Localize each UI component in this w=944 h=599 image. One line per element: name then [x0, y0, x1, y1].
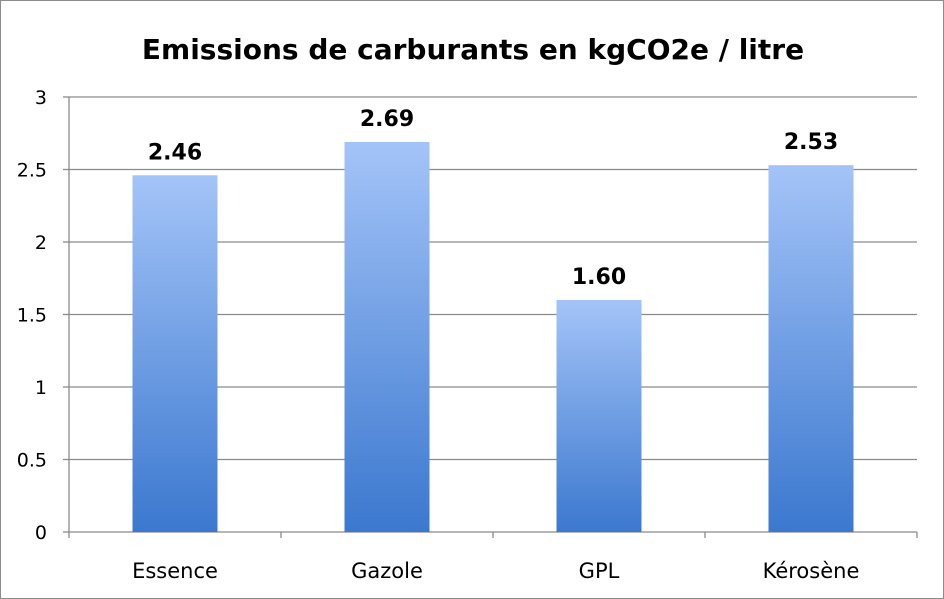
- data-label: 2.53: [784, 130, 838, 155]
- y-tick-label: 1.5: [17, 305, 47, 327]
- x-category-label: Essence: [132, 559, 218, 583]
- y-tick-label: 1: [35, 377, 47, 399]
- chart-title: Emissions de carburants en kgCO2e / litr…: [142, 33, 804, 66]
- bars: [132, 141, 854, 533]
- x-axis-categories: Essence Gazole GPL Kérosène: [132, 559, 859, 583]
- bar-essence: [132, 175, 218, 533]
- x-category-label: Kérosène: [763, 559, 860, 583]
- bar-gpl: [556, 300, 642, 532]
- y-tick-label: 0.5: [17, 450, 47, 472]
- y-tick-label: 3: [35, 87, 47, 109]
- x-category-label: Gazole: [351, 559, 423, 583]
- y-tick-label: 0: [35, 522, 47, 544]
- bar-gazole: [344, 141, 430, 532]
- y-axis-ticks: 0 0.5 1 1.5 2 2.5 3: [17, 87, 69, 544]
- data-label: 1.60: [572, 265, 626, 290]
- y-tick-label: 2: [35, 232, 47, 254]
- data-label: 2.46: [148, 140, 202, 165]
- data-label: 2.69: [360, 107, 414, 132]
- data-labels: 2.46 2.69 1.60 2.53: [148, 107, 838, 290]
- y-tick-label: 2.5: [17, 160, 47, 182]
- bar-k-ros-ne: [768, 165, 854, 532]
- x-category-label: GPL: [579, 559, 620, 583]
